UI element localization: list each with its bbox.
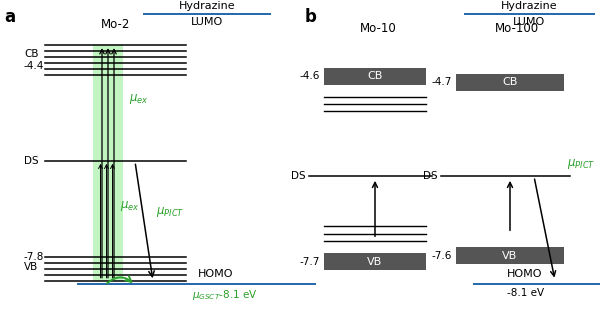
Text: HOMO: HOMO [198,269,233,279]
Text: Mo-100: Mo-100 [495,22,539,35]
Text: DS: DS [292,171,306,181]
Text: HOMO: HOMO [507,269,542,279]
Text: DS: DS [424,171,438,181]
Text: CB: CB [24,49,38,59]
Text: VB: VB [24,262,38,272]
Text: Mo-2: Mo-2 [101,18,130,31]
Text: -7.7: -7.7 [299,256,320,267]
Text: b: b [305,8,316,26]
Text: $\mu_{ex}$: $\mu_{ex}$ [120,199,140,213]
Bar [456,74,564,91]
Text: LUMO: LUMO [191,17,223,28]
Bar [93,45,123,281]
Text: -8.1 eV: -8.1 eV [507,288,544,298]
Text: Hydrazine: Hydrazine [501,1,558,11]
Text: -4.7: -4.7 [431,77,452,87]
Text: $\mu_{PICT}$: $\mu_{PICT}$ [567,158,595,171]
Text: $\mu_{ex}$: $\mu_{ex}$ [129,92,149,106]
Text: LUMO: LUMO [514,17,545,28]
Text: CB: CB [367,71,383,81]
Text: $\mu_{GSCT}$-8.1 eV: $\mu_{GSCT}$-8.1 eV [192,288,258,302]
Text: $\mu_{PICT}$: $\mu_{PICT}$ [156,205,184,219]
Text: -4.6: -4.6 [299,71,320,81]
Text: Mo-10: Mo-10 [360,22,397,35]
Bar [324,68,426,85]
Bar [324,253,426,270]
Text: VB: VB [502,251,518,261]
Text: -7.8: -7.8 [24,252,44,262]
Text: CB: CB [502,77,518,87]
Text: -7.6: -7.6 [431,251,452,261]
Text: -4.4: -4.4 [24,61,44,71]
Text: VB: VB [367,256,383,267]
Text: Hydrazine: Hydrazine [179,1,235,11]
Bar [456,247,564,264]
Text: DS: DS [24,157,38,166]
Text: a: a [5,8,16,26]
